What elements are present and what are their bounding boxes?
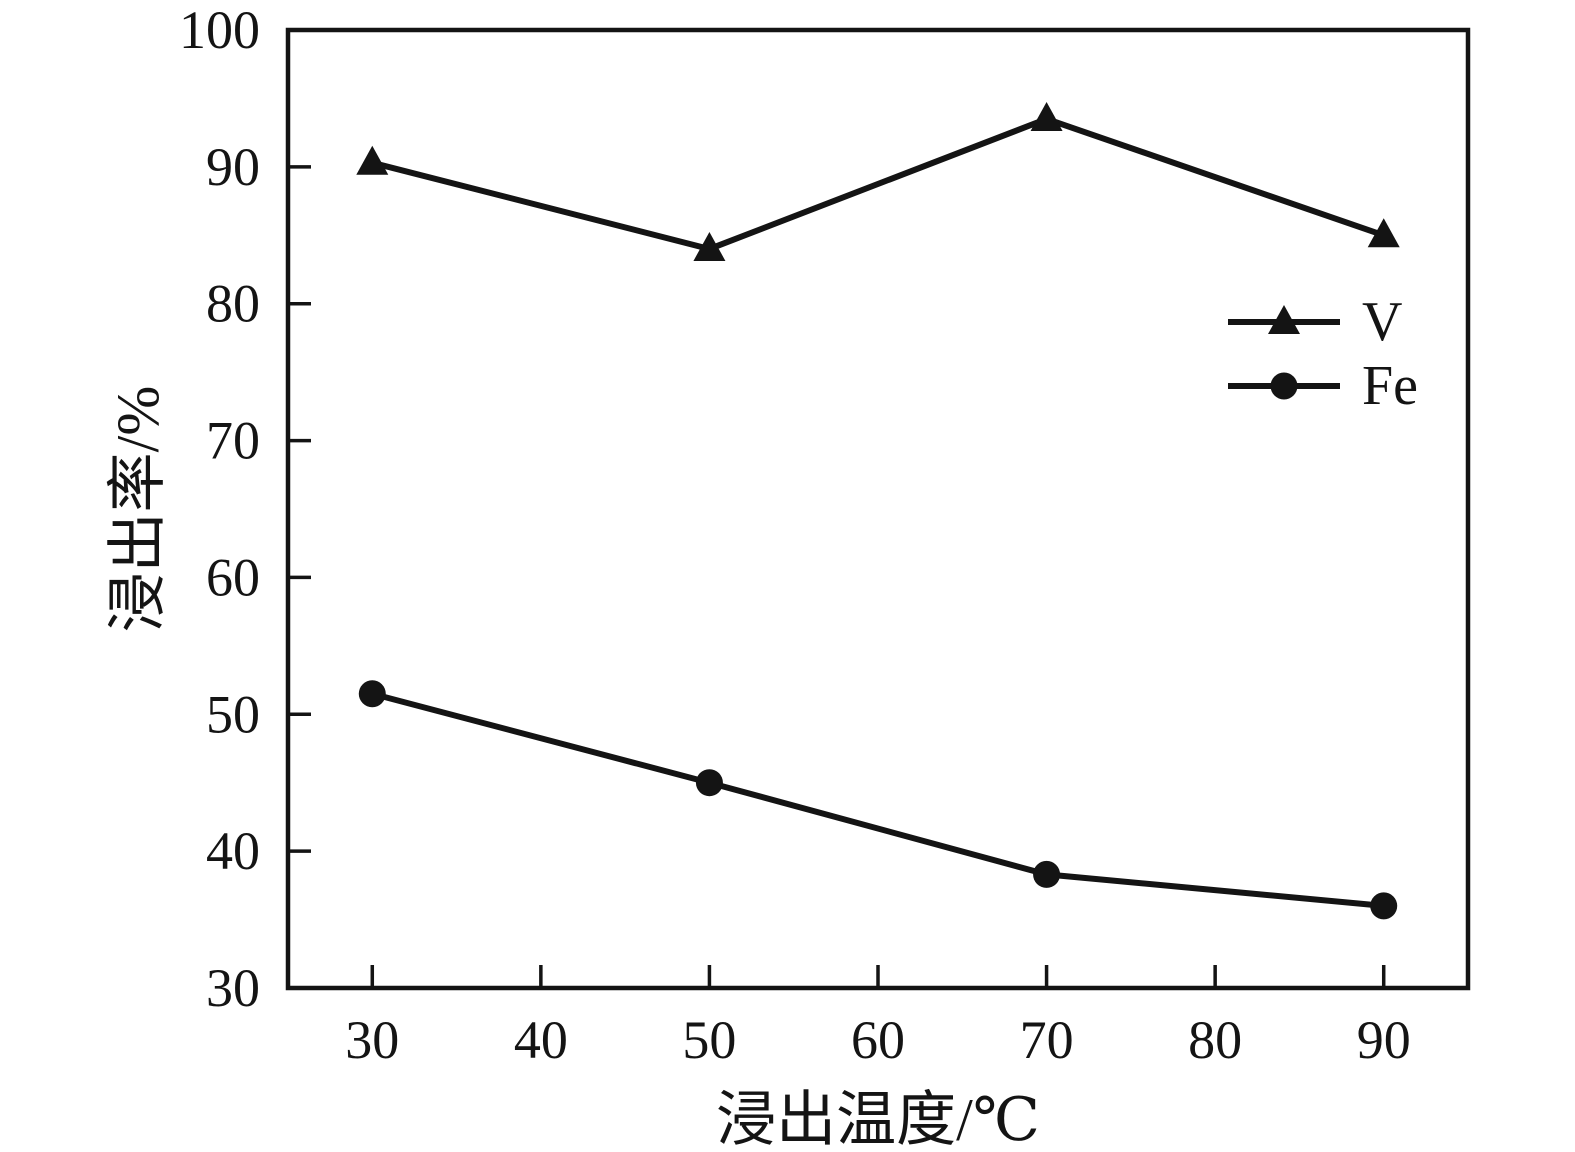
x-tick-label: 90 — [1357, 1010, 1411, 1070]
series-V-marker — [1367, 218, 1400, 248]
legend-Fe-label: Fe — [1362, 355, 1418, 417]
legend-V-marker — [1268, 305, 1300, 334]
x-tick-label: 30 — [345, 1010, 399, 1070]
x-tick-label: 80 — [1188, 1010, 1242, 1070]
y-tick-label: 100 — [179, 0, 260, 60]
series-Fe-line — [371, 690, 1384, 909]
y-tick-label: 30 — [206, 958, 260, 1018]
series-Fe-marker — [1033, 860, 1061, 888]
x-axis-title: 浸出温度/℃ — [716, 1087, 1040, 1152]
y-tick-label: 70 — [206, 411, 260, 471]
y-tick-label: 60 — [206, 547, 260, 607]
legend-V-label: V — [1362, 291, 1402, 353]
y-axis-title: 浸出率/% — [105, 386, 171, 633]
series-V-marker — [356, 145, 389, 175]
series-Fe-marker — [358, 680, 386, 708]
plot-frame — [285, 27, 1471, 991]
legend-Fe-marker — [1270, 372, 1298, 400]
series-V-line — [371, 115, 1385, 253]
x-tick-label: 60 — [851, 1010, 905, 1070]
y-tick-label: 80 — [206, 274, 260, 334]
x-tick-label: 40 — [514, 1010, 568, 1070]
y-tick-label: 50 — [206, 684, 260, 744]
x-tick-label: 70 — [1020, 1010, 1074, 1070]
y-tick-label: 40 — [206, 821, 260, 881]
y-tick-label: 90 — [206, 137, 260, 197]
series-Fe-marker — [695, 769, 723, 797]
x-tick-label: 50 — [682, 1010, 736, 1070]
series-V-marker — [1030, 101, 1063, 131]
series-V-marker — [693, 231, 726, 261]
series-Fe-marker — [1370, 892, 1398, 920]
